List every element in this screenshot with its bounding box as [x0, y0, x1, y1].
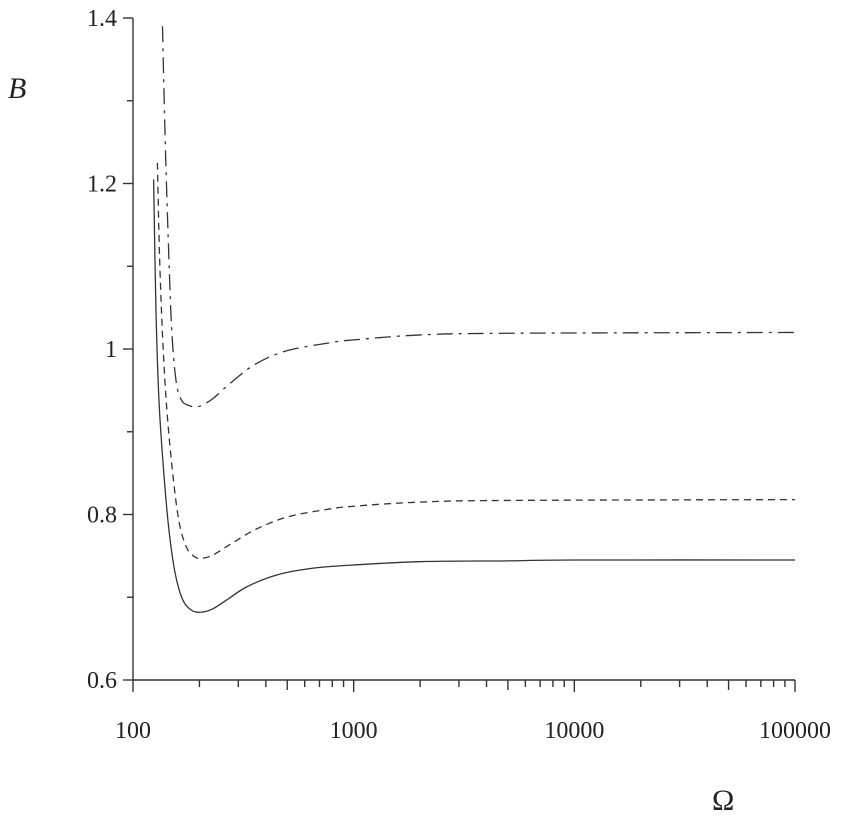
series-line-dash-dot	[161, 26, 796, 408]
x-tick-label: 1000	[330, 718, 378, 744]
series-line-dashed	[156, 162, 796, 560]
x-axis-title: Ω	[712, 784, 734, 817]
y-tick-label: 1.4	[87, 6, 117, 32]
labels: B Ω	[8, 72, 734, 817]
x-tick-label: 10000	[544, 718, 604, 744]
series-line-solid	[152, 179, 796, 613]
y-tick-label: 1	[105, 337, 117, 363]
axes: 0.6 0.8 1 1.2 1.4 100 1000 10000 100000	[87, 6, 831, 744]
x-tick-label: 100	[115, 718, 151, 744]
y-tick-label: 0.6	[87, 668, 117, 694]
x-tick-label: 100000	[759, 718, 831, 744]
y-axis-title: B	[8, 72, 26, 105]
y-tick-label: 1.2	[87, 172, 117, 198]
series-layer	[152, 26, 796, 613]
y-tick-label: 0.8	[87, 503, 117, 529]
